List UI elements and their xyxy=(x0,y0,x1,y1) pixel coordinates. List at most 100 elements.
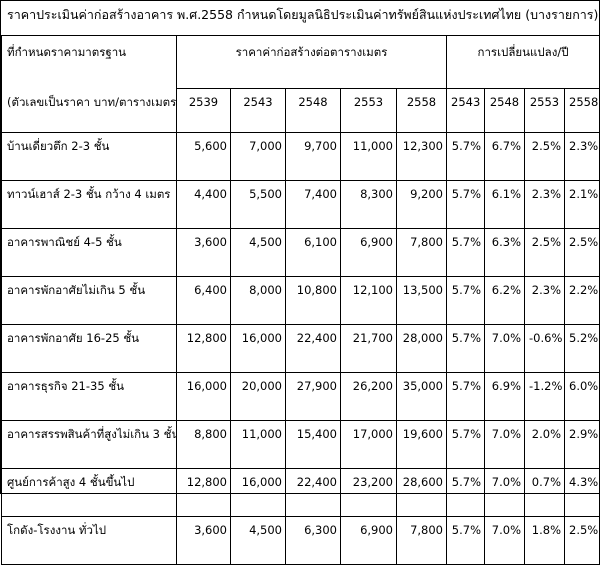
cost-cell: 16,000 xyxy=(230,468,286,517)
change-cell: 7.0% xyxy=(484,468,525,517)
change-cell: -0.6% xyxy=(524,324,565,373)
change-cell: 2.2% xyxy=(563,276,600,325)
cost-cell: 9,700 xyxy=(285,132,341,181)
cost-cell: 27,900 xyxy=(285,372,341,421)
building-type-label: อาคารธุรกิจ 21-35 ชั้น xyxy=(1,372,177,421)
table-row: ศูนย์การค้าสูง 4 ชั้นขึ้นไป 12,800 16,000 2… xyxy=(1,468,600,517)
cost-cell: 8,800 xyxy=(176,420,231,469)
change-cell: 2.0% xyxy=(524,420,565,469)
change-cell: 6.9% xyxy=(484,372,525,421)
table-row: บ้านเดี่ยวตึก 2-3 ชั้น 5,600 7,000 9,700 11,… xyxy=(1,132,600,181)
change-cell: 5.7% xyxy=(446,228,485,277)
cost-cell: 7,800 xyxy=(396,516,447,565)
change-cell: 5.7% xyxy=(446,132,485,181)
cost-cell: 5,500 xyxy=(230,180,286,229)
change-cell: 2.9% xyxy=(563,420,600,469)
cost-cell: 12,800 xyxy=(176,324,231,373)
cost-cell: 17,000 xyxy=(340,420,397,469)
cost-cell: 28,000 xyxy=(396,324,447,373)
table-row: อาคารธุรกิจ 21-35 ชั้น 16,000 20,000 27,900… xyxy=(1,372,600,421)
cost-cell: 6,900 xyxy=(340,228,397,277)
cost-cell: 6,100 xyxy=(285,228,341,277)
cost-cell: 11,000 xyxy=(230,420,286,469)
cost-cell: 12,800 xyxy=(176,468,231,517)
building-type-label: อาคารพาณิชย์ 4-5 ชั้น xyxy=(1,228,177,277)
cost-cell: 22,400 xyxy=(285,468,341,517)
table-row: อาคารพักอาศัยไม่เกิน 5 ชั้น 6,400 8,000 10,… xyxy=(1,276,600,325)
change-year-header: 2553 xyxy=(524,88,565,133)
change-cell: 5.2% xyxy=(563,324,600,373)
cost-cell: 20,000 xyxy=(230,372,286,421)
building-type-label: อาคารพักอาศัย 16-25 ชั้น xyxy=(1,324,177,373)
change-cell: 2.5% xyxy=(524,132,565,181)
building-type-label: อาคารสรรพสินค้าที่สูงไม่เกิน 3 ชั้น xyxy=(1,420,177,469)
change-cell: 7.0% xyxy=(484,324,525,373)
table-row: อาคารสรรพสินค้าที่สูงไม่เกิน 3 ชั้น 8,800… xyxy=(1,420,600,469)
table-title: ราคาประเมินค่าก่อสร้างอาคาร พ.ศ.2558 กำห… xyxy=(7,7,599,22)
change-cell: 6.1% xyxy=(484,180,525,229)
construction-cost-table: ที่กำหนดราคามาตรฐาน ราคาค่าก่อสร้างต่อตา… xyxy=(1,35,600,565)
change-group-header: การเปลี่ยนแปลง/ปี xyxy=(445,35,600,89)
change-cell: 5.7% xyxy=(446,468,485,517)
cost-cell: 8,300 xyxy=(340,180,397,229)
change-year-header: 2548 xyxy=(484,88,525,133)
cost-cell: 12,100 xyxy=(340,276,397,325)
change-cell: 7.0% xyxy=(484,516,525,565)
cost-cell: 4,400 xyxy=(176,180,231,229)
cost-cell: 23,200 xyxy=(340,468,397,517)
change-cell: 6.2% xyxy=(484,276,525,325)
change-cell: 6.7% xyxy=(484,132,525,181)
cost-cell: 11,000 xyxy=(340,132,397,181)
change-year-header: 2543 xyxy=(446,88,485,133)
change-cell: 6.0% xyxy=(563,372,600,421)
header-row-groups: ที่กำหนดราคามาตรฐาน ราคาค่าก่อสร้างต่อตา… xyxy=(1,35,600,89)
change-cell: 1.8% xyxy=(524,516,565,565)
change-cell: 2.3% xyxy=(524,276,565,325)
cost-cell: 19,600 xyxy=(396,420,447,469)
table-row: ทาวน์เฮาส์ 2-3 ชั้น กว้าง 4 เมตร 4,400 5,5… xyxy=(1,180,600,229)
cost-year-header: 2539 xyxy=(176,88,231,133)
building-type-label: ทาวน์เฮาส์ 2-3 ชั้น กว้าง 4 เมตร xyxy=(1,180,177,229)
change-cell: 5.7% xyxy=(446,324,485,373)
cost-cell: 6,300 xyxy=(285,516,341,565)
change-year-header: 2558 xyxy=(563,88,600,133)
change-cell: 2.3% xyxy=(524,180,565,229)
change-cell: 5.7% xyxy=(446,420,485,469)
cost-cell: 13,500 xyxy=(396,276,447,325)
change-cell: 2.5% xyxy=(563,228,600,277)
cost-cell: 5,600 xyxy=(176,132,231,181)
cost-group-header: ราคาค่าก่อสร้างต่อตารางเมตร xyxy=(176,35,447,89)
change-cell: 2.5% xyxy=(524,228,565,277)
unit-note: (ตัวเลขเป็นราคา บาท/ตารางเมตร) xyxy=(1,88,177,133)
row-header-label: ที่กำหนดราคามาตรฐาน xyxy=(1,35,177,89)
cost-cell: 3,600 xyxy=(176,516,231,565)
change-cell: 5.7% xyxy=(446,180,485,229)
cost-cell: 4,500 xyxy=(230,516,286,565)
cost-cell: 7,800 xyxy=(396,228,447,277)
cost-year-header: 2543 xyxy=(230,88,286,133)
cost-cell: 15,400 xyxy=(285,420,341,469)
cost-cell: 10,800 xyxy=(285,276,341,325)
cost-cell: 7,400 xyxy=(285,180,341,229)
change-cell: 2.3% xyxy=(563,132,600,181)
change-cell: -1.2% xyxy=(524,372,565,421)
cost-cell: 16,000 xyxy=(230,324,286,373)
change-cell: 0.7% xyxy=(524,468,565,517)
cost-cell: 35,000 xyxy=(396,372,447,421)
cost-cell: 9,200 xyxy=(396,180,447,229)
header-row-years: (ตัวเลขเป็นราคา บาท/ตารางเมตร) 2539 2543… xyxy=(1,88,600,133)
change-cell: 7.0% xyxy=(484,420,525,469)
cost-cell: 4,500 xyxy=(230,228,286,277)
building-type-label: ศูนย์การค้าสูง 4 ชั้นขึ้นไป xyxy=(1,468,177,517)
change-cell: 5.7% xyxy=(446,516,485,565)
cost-cell: 12,300 xyxy=(396,132,447,181)
cost-cell: 6,900 xyxy=(340,516,397,565)
cost-cell: 8,000 xyxy=(230,276,286,325)
table-row: อาคารพักอาศัย 16-25 ชั้น 12,800 16,000 22,4… xyxy=(1,324,600,373)
cost-year-header: 2558 xyxy=(396,88,447,133)
cost-cell: 7,000 xyxy=(230,132,286,181)
cost-year-header: 2548 xyxy=(285,88,341,133)
cost-cell: 28,600 xyxy=(396,468,447,517)
cost-cell: 3,600 xyxy=(176,228,231,277)
